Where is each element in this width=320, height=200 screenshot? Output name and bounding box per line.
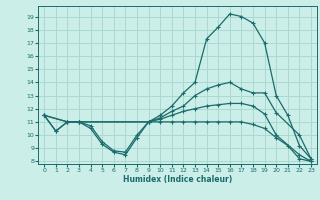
X-axis label: Humidex (Indice chaleur): Humidex (Indice chaleur) — [123, 175, 232, 184]
